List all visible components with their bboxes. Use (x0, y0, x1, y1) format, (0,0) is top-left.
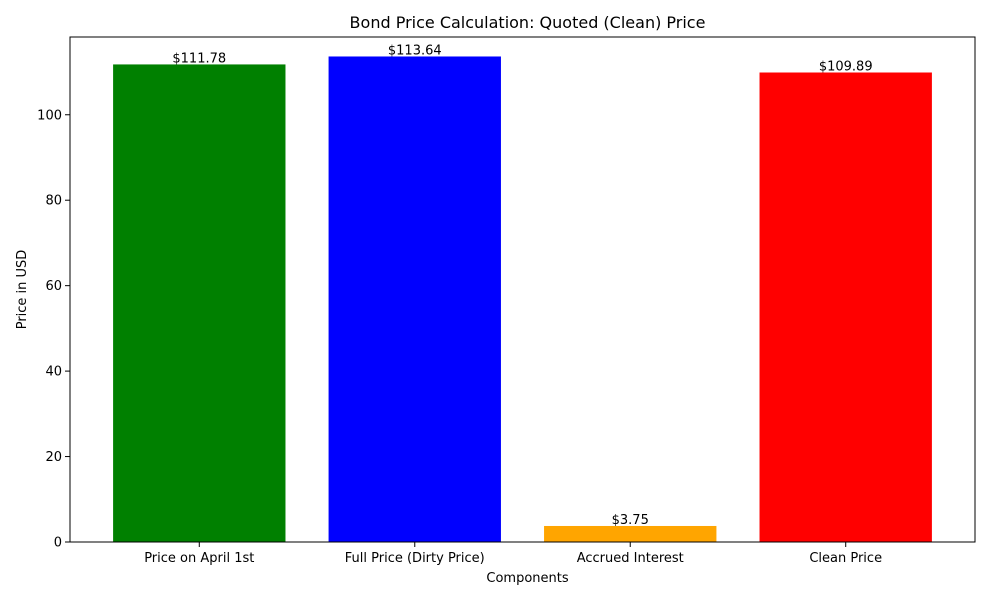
data-labels-group: $111.78 $113.64 $3.75 $109.89 (172, 43, 872, 527)
x-tick-label-4: Clean Price (809, 551, 882, 566)
bar-1 (113, 64, 286, 543)
data-label-4: $109.89 (819, 60, 873, 75)
data-label-3: $3.75 (612, 513, 649, 528)
bar-4 (759, 72, 932, 542)
plot-area-frame (69, 36, 976, 543)
y-tick-label-6: 100 (37, 108, 62, 123)
y-tick-label-5: 80 (45, 194, 62, 209)
chart-title: Bond Price Calculation: Quoted (Clean) P… (350, 13, 706, 32)
x-axis-ticks: Price on April 1st Full Price (Dirty Pric… (144, 542, 882, 566)
y-axis-label: Price in USD (15, 250, 30, 330)
x-tick-label-1: Price on April 1st (144, 551, 254, 566)
y-tick-label-3: 40 (45, 365, 62, 380)
data-label-2: $113.64 (388, 43, 442, 58)
bar-2 (328, 56, 501, 542)
y-tick-label-1: 0 (54, 536, 62, 551)
data-label-1: $111.78 (172, 51, 226, 66)
y-tick-label-4: 60 (45, 279, 62, 294)
bar-3 (544, 525, 717, 542)
y-tick-label-2: 20 (45, 450, 62, 465)
x-axis-label: Components (486, 571, 568, 586)
bars-group (113, 56, 932, 543)
x-tick-label-2: Full Price (Dirty Price) (345, 551, 485, 566)
x-tick-label-3: Accrued Interest (577, 551, 684, 566)
y-axis-ticks: 0 20 40 60 80 100 (37, 108, 70, 551)
